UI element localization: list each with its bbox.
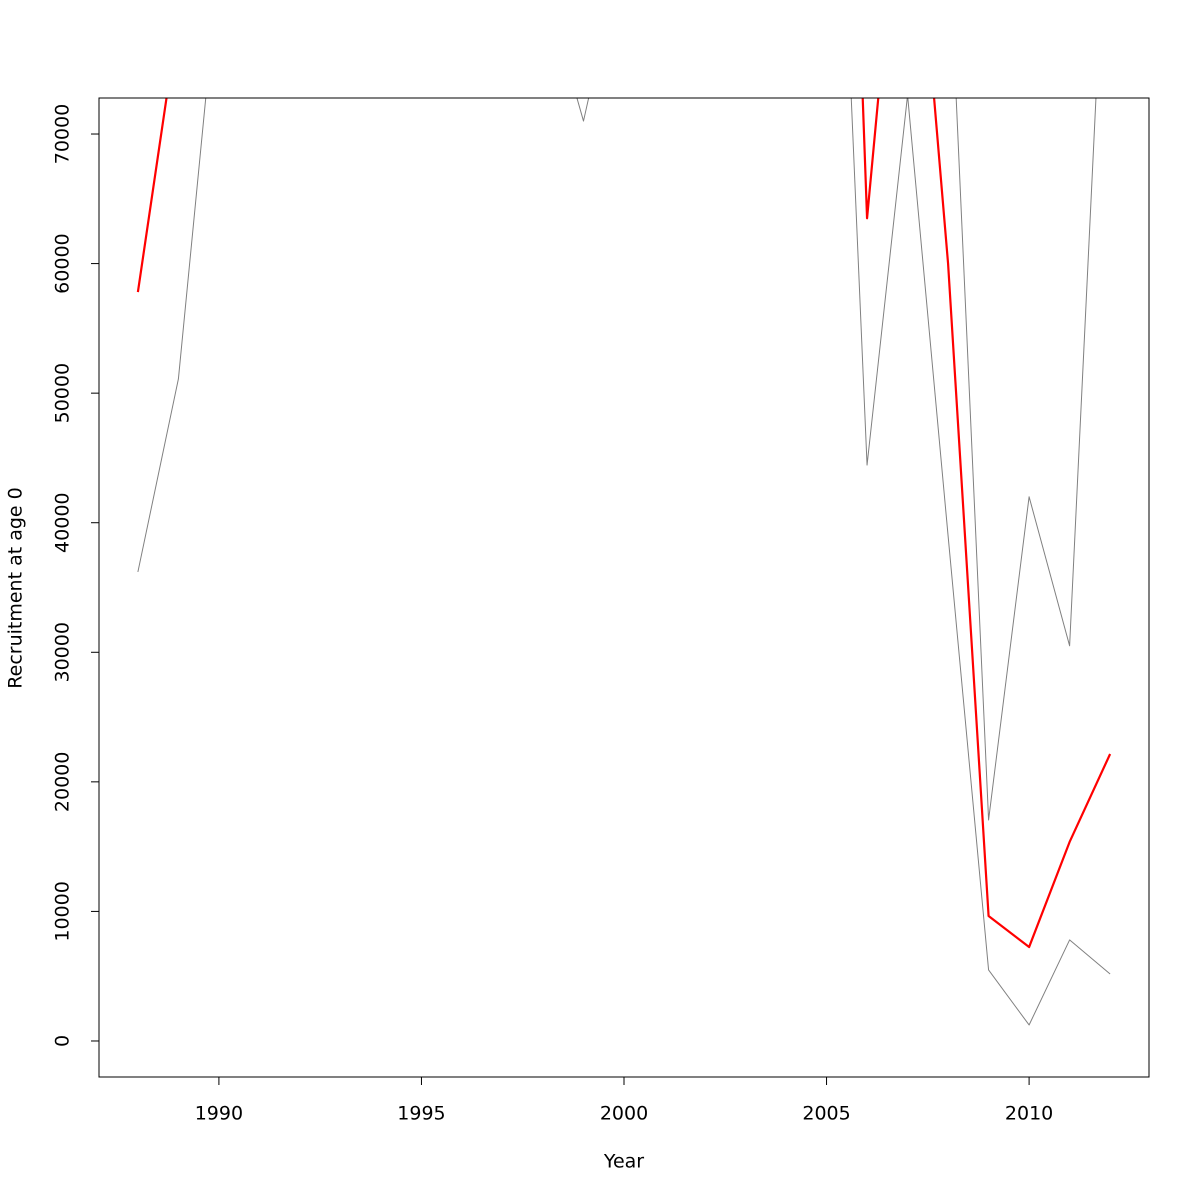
x-tick-label: 1990 [195, 1103, 243, 1125]
series-line [136, 98, 1112, 949]
plot-box [98, 97, 1150, 1078]
y-tick-label: 20000 [52, 752, 74, 812]
y-tick-label: 0 [52, 1035, 74, 1047]
x-tick-label: 1995 [397, 1103, 445, 1125]
x-tick-label: 2000 [600, 1103, 648, 1125]
y-tick-label: 50000 [52, 363, 74, 423]
y-axis-title: Recruitment at age 0 [5, 487, 27, 688]
x-axis-title: Year [603, 1151, 644, 1173]
y-tick-label: 30000 [52, 622, 74, 682]
y-tick-label: 10000 [52, 881, 74, 941]
series-line [137, 98, 1111, 1026]
y-tick-label: 70000 [52, 104, 74, 164]
y-tick-label: 40000 [52, 492, 74, 552]
x-tick-label: 2005 [802, 1103, 850, 1125]
x-tick-label: 2010 [1005, 1103, 1053, 1125]
series-line [955, 98, 1097, 821]
y-tick-label: 60000 [52, 233, 74, 293]
plot-area [136, 98, 1112, 1026]
